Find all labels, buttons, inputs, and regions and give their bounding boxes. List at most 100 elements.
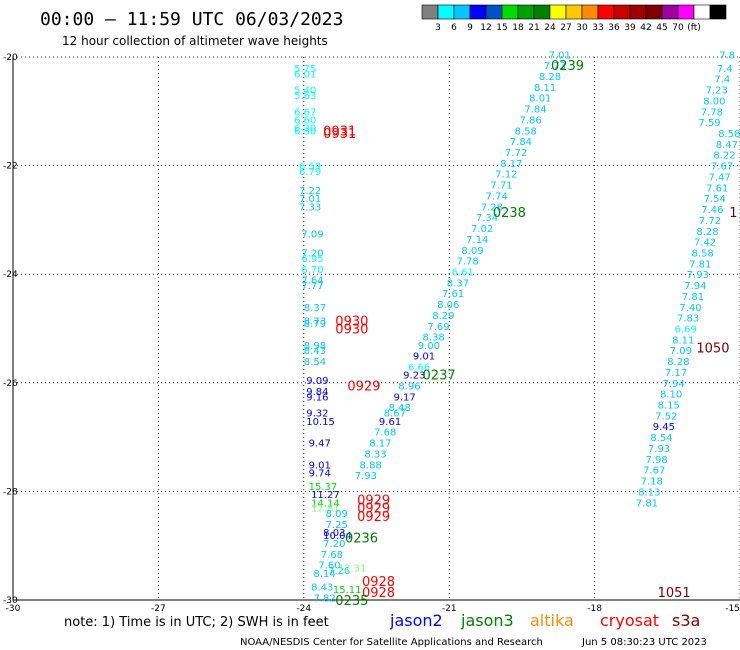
pass-time-label: 0235: [335, 594, 368, 609]
satellite-legend-jason2: jason2: [389, 611, 443, 630]
wave-height-label: 7.60: [318, 561, 340, 572]
pass-time-label: 0930: [335, 314, 368, 329]
colorbar-label: 18: [512, 23, 524, 33]
wave-height-label: 15.11: [333, 585, 362, 596]
wave-height-label: 9.17: [393, 392, 415, 403]
wave-height-label: 7.72: [505, 148, 527, 159]
satellite-legend: jason2 jason3 altika cryosat s3a: [389, 611, 700, 630]
wave-height-label: 7.20: [323, 539, 345, 550]
wave-height-label: 7.94: [684, 281, 706, 292]
wave-height-label: 7.23: [706, 86, 728, 97]
wave-height-label: 9.84: [306, 387, 328, 398]
wave-height-label: 7.59: [698, 118, 720, 129]
wave-height-label: 8.58: [515, 126, 537, 137]
wave-height-label: 6.70: [301, 265, 323, 276]
wave-height-label: 7.17: [665, 368, 687, 379]
footer-credit: NOAA/NESDIS Center for Satellite Applica…: [240, 637, 543, 648]
wave-height-label: 7.4: [714, 75, 730, 86]
wave-height-label: 8.09: [461, 246, 483, 257]
wave-height-label: 8.38: [423, 333, 445, 344]
pass-time-label: 0928: [362, 586, 395, 601]
wave-height-observations: 5.756.01 5.405.63 6.676.606.206.30 6.596.79…: [294, 50, 740, 604]
pass-time-label: 0929: [357, 502, 390, 517]
wave-height-label: 7.20: [301, 248, 323, 259]
colorbar-swatch: [629, 4, 647, 20]
wave-height-label: 9.01: [309, 460, 331, 471]
wave-height-label: 7.81: [682, 292, 704, 303]
colorbar-swatch: [421, 4, 439, 20]
wave-height-label: 7.8: [719, 50, 735, 61]
wave-height-label: 8.00: [703, 96, 725, 107]
colorbar-label: 3: [435, 23, 441, 33]
wave-height-label: 7.26: [328, 566, 350, 577]
wave-height-label: 5.75: [294, 64, 316, 75]
x-tick-label: -15: [725, 604, 740, 614]
colorbar-swatch: [677, 4, 695, 20]
satellite-legend-altika: altika: [530, 611, 574, 630]
colorbar-swatch: [709, 4, 727, 20]
wave-height-label: 7.77: [301, 281, 323, 292]
colorbar-label: 9: [467, 23, 473, 33]
wave-height-label: 8.58: [718, 129, 740, 140]
colorbar-swatch: [661, 4, 679, 20]
wave-height-label: 8.22: [713, 151, 735, 162]
wave-height-label: 6.61: [452, 267, 474, 278]
x-tick-label: -27: [151, 604, 166, 614]
wave-height-label: 7.09: [670, 346, 692, 357]
wave-height-label: 7.73: [544, 61, 566, 72]
wave-height-label: 8.54: [304, 357, 326, 368]
wave-height-label: 6.69: [675, 325, 697, 336]
wave-height-label: 7.61: [442, 289, 464, 300]
pass-time-label: 0239: [551, 59, 584, 74]
colorbar-swatch: [693, 4, 711, 20]
wave-height-label: 7.81: [689, 259, 711, 270]
pass-time-label: 0931: [323, 124, 356, 139]
wave-height-label: 7.12: [495, 170, 517, 181]
colorbar-swatch: [581, 4, 599, 20]
colorbar-swatch: [565, 4, 583, 20]
colorbar-label: 30: [576, 23, 588, 33]
pass-time-label: 1: [729, 206, 737, 221]
wave-height-label: 9.61: [379, 417, 401, 428]
wave-height-label: 7.67: [643, 466, 665, 477]
colorbar-swatch: [501, 4, 519, 20]
colorbar-label: 33: [592, 23, 603, 33]
wave-height-label: 7.33: [299, 202, 321, 213]
wave-height-label: 8.28: [539, 72, 561, 83]
wave-height-label: 7.61: [706, 183, 728, 194]
wave-height-label: 7.54: [704, 194, 726, 205]
colorbar-legend: 3 6 9 12 15 18 21 24 27 30 33 36 39 42 45 70 (ft): [421, 4, 727, 33]
wave-height-label: 7.68: [374, 428, 396, 439]
wave-height-label: 7.81: [636, 498, 658, 509]
wave-height-label: 8.58: [692, 248, 714, 259]
wave-height-label: 8.17: [369, 439, 391, 450]
wave-height-label: 7.74: [486, 191, 508, 202]
y-tick-label: -20: [3, 53, 18, 63]
wave-height-label: 12.81: [311, 504, 340, 515]
wave-height-label: 7.22: [299, 186, 321, 197]
wave-height-label: 7.82: [313, 593, 335, 604]
colorbar-label: 36: [608, 23, 620, 33]
colorbar-swatch: [645, 4, 663, 20]
wave-height-label: 6.30: [294, 126, 316, 137]
y-tick-label: -22: [3, 162, 18, 172]
pass-time-label: 0930: [335, 323, 368, 338]
wave-height-label: 6.01: [294, 69, 316, 80]
colorbar-label: (ft): [687, 23, 701, 33]
pass-time-label: 0237: [423, 369, 456, 384]
wave-height-label: 6.60: [294, 115, 316, 126]
chart-title: 00:00 — 11:59 UTC 06/03/2023: [40, 9, 343, 30]
x-tick-label: -21: [442, 604, 457, 614]
pass-time-label: 1050: [696, 342, 729, 357]
wave-height-label: 8.11: [672, 335, 694, 346]
wave-height-label: 11.27: [311, 490, 340, 501]
wave-height-label: 14.14: [311, 498, 340, 509]
footer-note: note: 1) Time is in UTC; 2) SWH is in fe…: [64, 615, 329, 630]
wave-height-label: 9.23: [403, 371, 425, 382]
y-axis: -20 -22 -24 -26 -28 -30: [3, 53, 18, 606]
wave-height-label: 8.14: [313, 569, 335, 580]
colorbar-swatch: [613, 4, 631, 20]
wave-height-label: 12.31: [338, 563, 367, 574]
wave-height-label: 9.00: [418, 341, 440, 352]
wave-height-label: 7.01: [299, 194, 321, 205]
